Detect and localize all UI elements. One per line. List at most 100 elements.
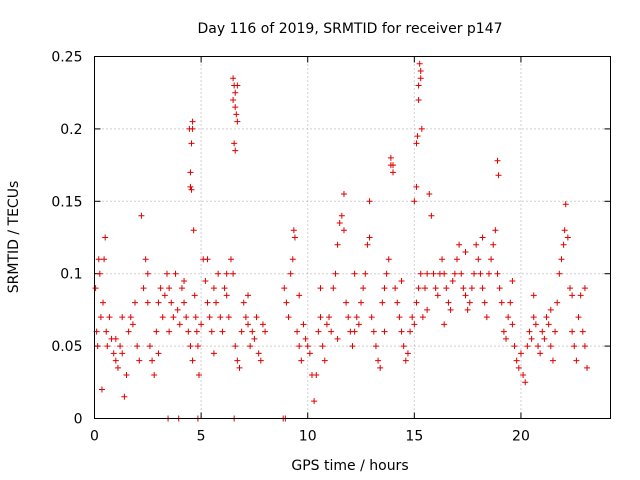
- data-point: [101, 256, 108, 263]
- data-point: [443, 285, 450, 292]
- data-point: [562, 201, 569, 208]
- data-point: [92, 285, 99, 292]
- data-point: [375, 357, 382, 364]
- y-tick-label: 0.15: [51, 194, 82, 210]
- data-point: [413, 140, 420, 147]
- data-point: [368, 314, 375, 321]
- data-point: [245, 292, 252, 299]
- data-point: [432, 285, 439, 292]
- plot-frame: [94, 56, 611, 419]
- data-point: [336, 220, 343, 227]
- data-point: [517, 350, 524, 357]
- data-point: [345, 314, 352, 321]
- data-point: [547, 343, 554, 350]
- data-point: [326, 314, 333, 321]
- data-point: [247, 343, 254, 350]
- data-point: [362, 270, 369, 277]
- y-tick-label: 0: [74, 412, 83, 428]
- data-point: [509, 321, 516, 328]
- data-point: [136, 357, 143, 364]
- data-point: [569, 328, 576, 335]
- x-axis-label: GPS time / hours: [291, 458, 408, 474]
- data-point: [451, 270, 458, 277]
- data-point: [473, 241, 480, 248]
- data-point: [206, 314, 213, 321]
- data-point: [530, 314, 537, 321]
- data-point: [398, 328, 405, 335]
- data-point: [351, 270, 358, 277]
- data-point: [355, 321, 362, 328]
- data-point: [188, 186, 195, 193]
- data-point: [153, 328, 160, 335]
- data-point: [112, 335, 119, 342]
- data-point: [407, 328, 414, 335]
- data-point: [172, 270, 179, 277]
- x-tick-label: 15: [405, 429, 423, 445]
- data-point: [234, 82, 241, 89]
- data-point: [364, 241, 371, 248]
- data-point: [560, 241, 567, 248]
- data-point: [419, 314, 426, 321]
- data-point: [210, 350, 217, 357]
- data-point: [117, 343, 124, 350]
- data-point: [230, 75, 237, 82]
- data-point: [381, 285, 388, 292]
- data-point: [302, 335, 309, 342]
- data-point: [144, 299, 151, 306]
- data-point: [522, 379, 529, 386]
- data-point: [358, 299, 365, 306]
- data-point: [409, 314, 416, 321]
- data-point: [402, 357, 409, 364]
- data-point: [475, 256, 482, 263]
- data-point: [415, 96, 422, 103]
- data-point: [227, 256, 234, 263]
- data-point: [114, 364, 121, 371]
- data-point: [225, 314, 232, 321]
- data-point: [418, 125, 425, 132]
- data-point: [387, 162, 394, 169]
- data-point: [509, 277, 516, 284]
- data-point: [458, 270, 465, 277]
- data-point: [232, 343, 239, 350]
- data-point: [232, 89, 239, 96]
- data-point: [554, 299, 561, 306]
- data-point: [379, 299, 386, 306]
- data-point: [490, 241, 497, 248]
- data-point: [439, 256, 446, 263]
- chart-title: Day 116 of 2019, SRMTID for receiver p14…: [197, 21, 502, 37]
- data-point: [104, 343, 111, 350]
- data-point: [575, 314, 582, 321]
- data-point: [242, 314, 249, 321]
- data-point: [453, 256, 460, 263]
- data-point: [193, 328, 200, 335]
- data-point: [296, 343, 303, 350]
- data-point: [119, 350, 126, 357]
- data-point: [466, 299, 473, 306]
- data-point: [543, 314, 550, 321]
- data-point: [503, 335, 510, 342]
- data-point: [127, 314, 134, 321]
- data-point: [511, 343, 518, 350]
- data-point: [495, 172, 502, 179]
- data-point: [161, 292, 168, 299]
- data-point: [291, 234, 298, 241]
- data-point: [230, 96, 237, 103]
- data-point: [413, 299, 420, 306]
- x-tick-label: 10: [299, 429, 317, 445]
- data-point: [289, 256, 296, 263]
- data-point: [494, 270, 501, 277]
- data-point: [445, 299, 452, 306]
- data-point: [449, 277, 456, 284]
- data-point: [296, 292, 303, 299]
- data-point: [366, 234, 373, 241]
- data-point: [181, 299, 188, 306]
- data-point: [232, 147, 239, 154]
- data-point: [234, 118, 241, 125]
- data-point: [479, 234, 486, 241]
- data-point: [462, 248, 469, 255]
- data-point: [187, 343, 194, 350]
- data-point: [492, 227, 499, 234]
- data-point: [520, 372, 527, 379]
- data-point: [202, 277, 209, 284]
